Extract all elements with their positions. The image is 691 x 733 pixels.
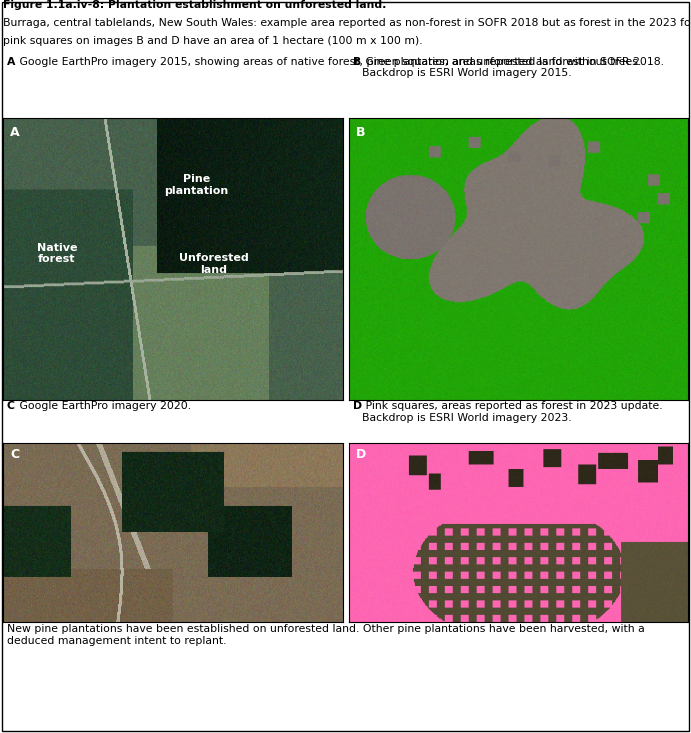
Text: Figure 1.1a.iv-8: Plantation establishment on unforested land.: Figure 1.1a.iv-8: Plantation establishme… xyxy=(3,0,387,10)
Text: D: D xyxy=(357,449,366,461)
Text: Google EarthPro imagery 2020.: Google EarthPro imagery 2020. xyxy=(17,401,191,411)
Text: pink squares on images B and D have an area of 1 hectare (100 m x 100 m).: pink squares on images B and D have an a… xyxy=(3,36,423,45)
Text: D: D xyxy=(353,401,362,411)
Text: B: B xyxy=(357,127,366,139)
Text: C: C xyxy=(7,401,15,411)
Text: Burraga, central tablelands, New South Wales: example area reported as non-fores: Burraga, central tablelands, New South W… xyxy=(3,18,691,28)
Text: B: B xyxy=(353,57,361,67)
Text: New pine plantations have been established on unforested land. Other pine planta: New pine plantations have been establish… xyxy=(7,625,645,646)
Text: Green squares, areas reported as forest in SOFR 2018. Backdrop is ESRI World ima: Green squares, areas reported as forest … xyxy=(362,57,664,78)
Text: Google EarthPro imagery 2015, showing areas of native forest, pine plantation an: Google EarthPro imagery 2015, showing ar… xyxy=(17,57,641,67)
Text: C: C xyxy=(10,449,19,461)
Text: A: A xyxy=(7,57,15,67)
Text: Unforested
land: Unforested land xyxy=(179,254,249,275)
Text: Native
forest: Native forest xyxy=(37,243,78,264)
Text: Pink squares, areas reported as forest in 2023 update. Backdrop is ESRI World im: Pink squares, areas reported as forest i… xyxy=(362,401,663,423)
Text: Pine
plantation: Pine plantation xyxy=(164,174,229,196)
Text: A: A xyxy=(10,127,20,139)
